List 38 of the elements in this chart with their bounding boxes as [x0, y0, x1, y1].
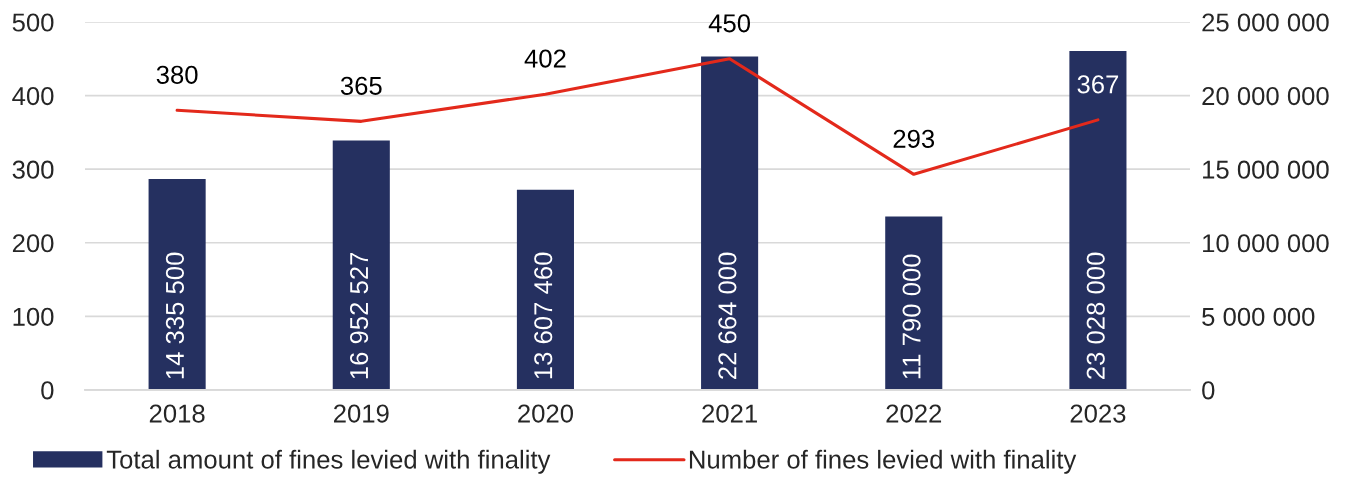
data-label: 11 790 000 [902, 254, 921, 379]
data-label: 367 [1077, 75, 1119, 94]
data-label: 23 028 000 [1086, 252, 1105, 379]
data-label: 22 664 000 [718, 252, 737, 379]
y2-tick-label: 20 000 000 [1202, 86, 1329, 106]
bar [516, 189, 574, 390]
bar [332, 140, 390, 390]
y-tick-label: 0 [41, 381, 54, 400]
data-label: 293 [893, 129, 935, 148]
data-label: 402 [524, 49, 566, 68]
data-label: 380 [156, 65, 198, 84]
y2-tick-label: 5 000 000 [1202, 307, 1315, 326]
data-label: 14 335 500 [165, 252, 185, 379]
bar [701, 56, 759, 390]
y2-tick-label: 15 000 000 [1203, 160, 1329, 179]
bar [1069, 51, 1127, 390]
x-tick-label: 2020 [518, 404, 574, 423]
x-tick-label: 2019 [334, 404, 389, 423]
y2-tick-label: 10 000 000 [1203, 234, 1329, 253]
x-tick-label: 2023 [1070, 404, 1126, 423]
data-label: 16 952 527 [349, 252, 369, 379]
y2-tick-label: 0 [1202, 381, 1215, 400]
x-tick-label: 2022 [886, 404, 942, 423]
y2-tick-label: 25 000 000 [1202, 13, 1329, 32]
bar [148, 178, 206, 390]
data-label: 450 [708, 14, 751, 33]
legend-label: Total amount of fines levied with finality [106, 449, 551, 474]
y-tick-label: 500 [12, 13, 54, 32]
y-tick-label: 100 [13, 307, 54, 326]
x-tick-label: 2021 [702, 404, 757, 423]
legend-label: Number of fines levied with finality [689, 449, 1077, 474]
y-tick-label: 400 [12, 86, 54, 106]
y-tick-label: 200 [12, 234, 54, 253]
x-tick-label: 2018 [149, 404, 205, 423]
data-label: 365 [340, 76, 382, 95]
y-tick-label: 300 [12, 160, 54, 179]
bar [885, 216, 943, 390]
data-label: 13 607 460 [534, 252, 553, 379]
